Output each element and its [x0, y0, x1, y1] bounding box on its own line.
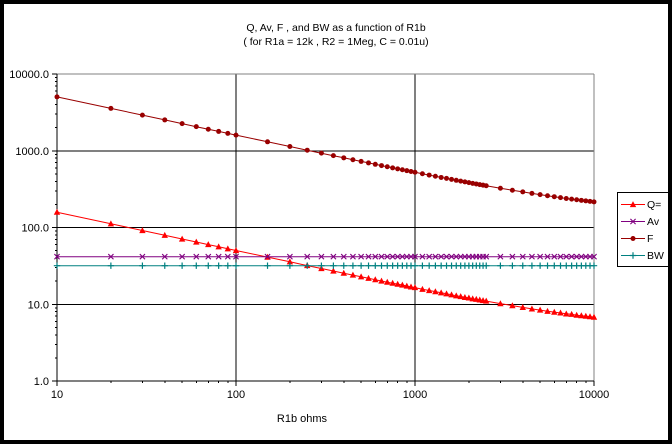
svg-text:100.0: 100.0 [21, 223, 49, 235]
svg-text:10: 10 [51, 389, 63, 401]
x-axis-title: R1b ohms [276, 413, 328, 425]
svg-text:1.0: 1.0 [34, 376, 49, 388]
legend-item-f: F [621, 230, 668, 247]
series-q [53, 208, 598, 320]
svg-text:10000.0: 10000.0 [9, 69, 49, 81]
legend-item-bw: BW [621, 247, 668, 264]
x-tick-labels: 10 100 1000 10000 [51, 389, 609, 401]
legend-item-av: Av [621, 213, 668, 230]
svg-text:10000: 10000 [579, 389, 610, 401]
gridlines [57, 74, 594, 381]
svg-text:1000.0: 1000.0 [15, 146, 49, 158]
legend-label: F [647, 232, 654, 245]
svg-text:100: 100 [227, 389, 245, 401]
axes [56, 73, 595, 382]
legend-label: Q= [647, 198, 662, 211]
x-marker-icon [621, 218, 645, 225]
legend: Q= Av F BW [617, 192, 668, 267]
series-f [54, 94, 597, 205]
series-bw [53, 262, 598, 269]
axis-ticks [52, 73, 595, 386]
chart-title: Q, Av, F , and BW as a function of R1b [246, 22, 426, 34]
series-av [54, 253, 597, 260]
y-tick-labels: 10000.0 1000.0 100.0 10.0 1.0 [9, 69, 49, 388]
plus-marker-icon [621, 252, 645, 259]
triangle-marker-icon [621, 201, 645, 208]
svg-text:10.0: 10.0 [28, 299, 49, 311]
svg-text:1000: 1000 [403, 389, 427, 401]
legend-item-q: Q= [621, 196, 668, 213]
legend-label: BW [647, 249, 664, 262]
legend-label: Av [647, 215, 660, 228]
circle-marker-icon [621, 236, 645, 241]
title-block: Q, Av, F , and BW as a function of R1b (… [4, 21, 668, 49]
chart-subtitle: ( for R1a = 12k , R2 = 1Meg, C = 0.01u) [243, 36, 429, 48]
